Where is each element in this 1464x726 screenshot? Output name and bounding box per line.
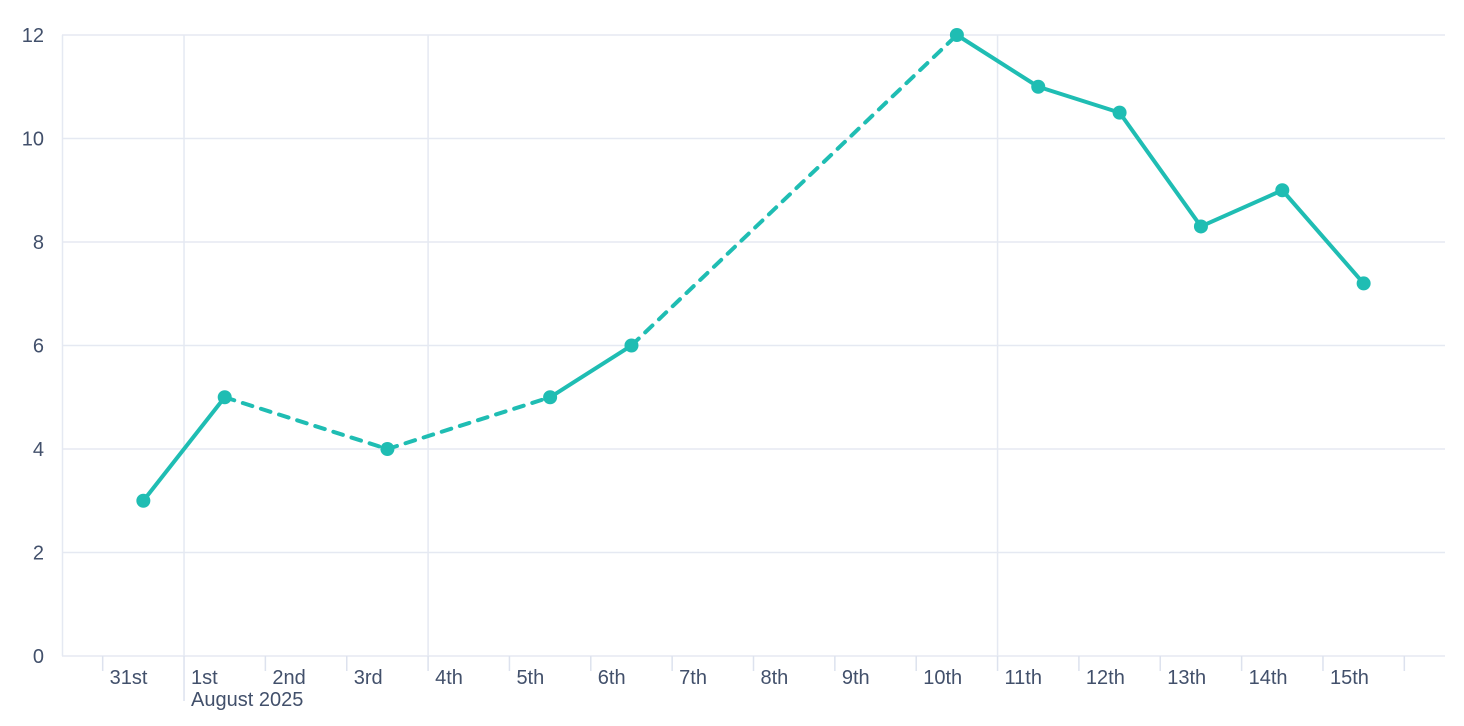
data-point-marker[interactable] [949, 28, 964, 42]
y-axis-tick-label: 2 [33, 543, 44, 565]
data-point-marker[interactable] [1193, 219, 1208, 234]
x-axis-tick-label: 15th [1330, 667, 1369, 689]
x-axis-tick-label: 11th [1005, 667, 1042, 689]
y-axis-tick-label: 0 [33, 646, 44, 668]
data-point-marker[interactable] [136, 493, 151, 508]
line-segment-dashed-gap [629, 33, 959, 348]
line-segment-solid [1198, 188, 1285, 229]
x-axis-tick-label: 10th [923, 667, 962, 689]
y-axis-tick-label: 6 [33, 336, 44, 358]
x-axis-tick-label: 9th [842, 667, 870, 689]
x-axis-tick-label: 12th [1086, 667, 1125, 689]
x-axis-tick-label: 13th [1167, 667, 1206, 689]
x-axis-tick-label: 1st [191, 667, 218, 689]
data-point-marker[interactable] [1356, 276, 1371, 291]
x-axis-tick-label: 31st [110, 667, 148, 689]
y-axis-tick-label: 8 [33, 232, 44, 254]
line-segment-solid [141, 395, 227, 503]
line-segment-dashed-gap [222, 395, 390, 451]
month-year-label: August 2025 [191, 689, 303, 711]
data-point-marker[interactable] [1031, 79, 1046, 94]
x-axis-tick-label: 8th [761, 667, 789, 689]
data-point-marker[interactable] [1112, 105, 1127, 120]
x-axis-tick-label: 3rd [354, 667, 383, 689]
line-segment-solid [1036, 84, 1122, 115]
data-point-marker[interactable] [380, 442, 395, 456]
x-axis-tick-label: 4th [435, 667, 463, 689]
x-axis-tick-label: 14th [1249, 667, 1288, 689]
data-point-marker[interactable] [543, 390, 558, 405]
line-segment-solid [1280, 188, 1366, 286]
data-point-marker[interactable] [1275, 183, 1290, 198]
line-segment-solid [1117, 110, 1203, 229]
x-axis-tick-label: 6th [598, 667, 626, 689]
line-segment-dashed-gap [385, 395, 553, 451]
x-axis-tick-label: 2nd [272, 667, 305, 689]
line-segment-solid [548, 343, 634, 400]
data-point-marker[interactable] [217, 390, 232, 405]
line-segment-solid [954, 33, 1041, 89]
x-axis-tick-label: 7th [679, 667, 707, 689]
y-axis-tick-label: 10 [22, 129, 44, 151]
x-axis-tick-label: 5th [516, 667, 544, 689]
y-axis-tick-label: 4 [33, 439, 44, 461]
data-point-marker[interactable] [624, 338, 639, 353]
y-axis-tick-label: 12 [22, 25, 44, 47]
